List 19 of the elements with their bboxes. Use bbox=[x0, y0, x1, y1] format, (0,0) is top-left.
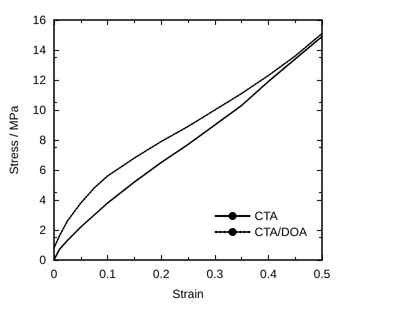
x-tick-label: 0.2 bbox=[152, 267, 170, 281]
x-tick-label: 0.1 bbox=[99, 267, 116, 281]
y-tick-label: 16 bbox=[32, 13, 46, 27]
y-tick-label: 12 bbox=[32, 73, 46, 87]
y-axis-title: Stress / MPa bbox=[7, 105, 21, 174]
y-tick-label: 6 bbox=[39, 163, 46, 177]
y-tick-label: 4 bbox=[39, 193, 46, 207]
legend-label: CTA bbox=[254, 209, 278, 223]
legend-label: CTA/DOA bbox=[254, 225, 308, 239]
x-tick-label: 0 bbox=[50, 267, 58, 281]
y-tick-label: 0 bbox=[39, 253, 46, 267]
y-tick-label: 8 bbox=[39, 133, 46, 147]
y-tick-label: 10 bbox=[32, 103, 46, 117]
x-axis-title: Strain bbox=[172, 287, 204, 301]
x-tick-label: 0.5 bbox=[314, 267, 331, 281]
y-tick-label: 14 bbox=[32, 43, 46, 57]
y-tick-label: 2 bbox=[39, 223, 46, 237]
x-tick-label: 0.4 bbox=[260, 267, 278, 281]
x-tick-label: 0.3 bbox=[206, 267, 224, 281]
